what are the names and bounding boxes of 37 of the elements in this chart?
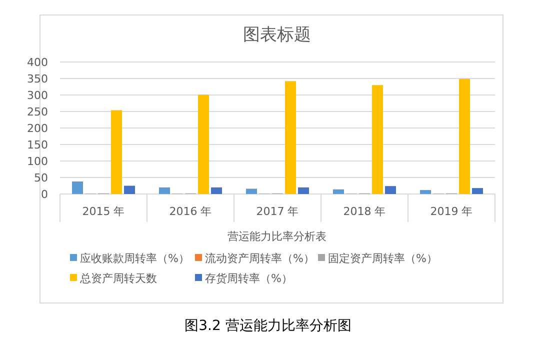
y-tick-label: 300: [27, 89, 48, 102]
bar: [333, 189, 344, 194]
bar: [211, 187, 222, 194]
legend-label: 总资产周转天数: [79, 272, 157, 285]
bar: [385, 186, 396, 194]
y-tick-label: 50: [34, 172, 48, 184]
bar: [420, 190, 431, 194]
x-tick-label: 2016 年: [169, 205, 212, 218]
bar: [124, 186, 135, 194]
x-tick-label: 2017 年: [256, 205, 299, 218]
x-tick-label: 2018 年: [343, 205, 386, 218]
bar: [372, 85, 383, 194]
y-tick-label: 150: [27, 138, 48, 152]
x-tick-label: 2019 年: [430, 205, 473, 218]
y-tick-label: 0: [41, 188, 48, 201]
chart-title: 图表标题: [243, 25, 311, 45]
bar: [72, 181, 83, 194]
legend-label: 固定资产周转率（%）: [328, 252, 438, 265]
legend-label: 流动资产周转率（%）: [205, 252, 314, 265]
bar: [198, 94, 209, 194]
y-tick-label: 200: [27, 122, 48, 135]
bar: [459, 78, 470, 194]
x-tick-label: 2015 年: [82, 205, 125, 218]
y-tick-label: 250: [27, 106, 48, 118]
legend-label: 应收账款周转率（%）: [80, 252, 190, 265]
y-tick-label: 100: [27, 155, 48, 168]
bar: [472, 188, 483, 194]
legend-label: 存货周转率（%）: [205, 272, 292, 285]
y-tick-label: 350: [27, 72, 48, 86]
x-axis-title: 营运能力比率分析表: [228, 230, 326, 243]
caption: 图3.2 营运能力比率分析图: [184, 318, 352, 334]
bar: [111, 110, 122, 194]
bar: [159, 187, 170, 194]
bar: [298, 187, 309, 194]
bar: [285, 81, 296, 194]
y-tick-label: 400: [27, 56, 48, 69]
bar: [246, 188, 257, 194]
